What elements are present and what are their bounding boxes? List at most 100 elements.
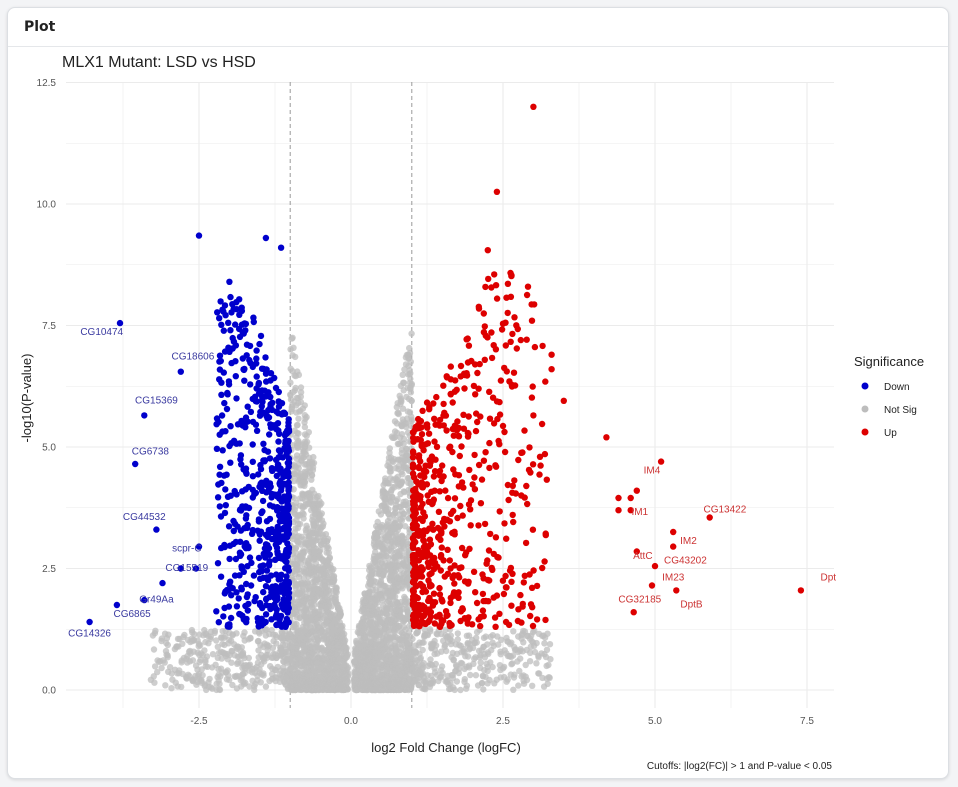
point-not-sig [328, 641, 335, 648]
point-down [224, 493, 232, 500]
point-up [493, 295, 501, 302]
point-not-sig [317, 611, 324, 618]
point-down [218, 479, 225, 487]
point-not-sig [366, 579, 373, 586]
point-not-sig [399, 605, 407, 613]
point-not-sig [395, 686, 403, 694]
point-not-sig [386, 634, 393, 641]
point-up [470, 382, 478, 390]
point-down [253, 427, 261, 434]
point-not-sig [331, 619, 338, 626]
point-not-sig [386, 468, 394, 475]
point-not-sig [394, 410, 401, 417]
point-not-sig [408, 413, 415, 420]
point-not-sig [277, 652, 285, 659]
point-not-sig [399, 416, 406, 423]
point-down [285, 619, 292, 626]
card-title: Plot [24, 19, 56, 35]
point-up [542, 378, 549, 385]
point-not-sig [235, 643, 242, 651]
point-down [282, 557, 289, 564]
point-up [517, 336, 524, 344]
point-not-sig [213, 637, 220, 644]
point-up [509, 482, 516, 489]
point-up [529, 461, 537, 468]
point-not-sig [375, 543, 383, 550]
point-down [249, 458, 256, 465]
point-not-sig [506, 652, 513, 660]
point-not-sig [481, 654, 489, 661]
point-not-sig [428, 643, 435, 650]
point-not-sig [330, 573, 337, 581]
point-up [527, 612, 534, 620]
point-not-sig [480, 643, 487, 650]
point-up [481, 323, 488, 330]
point-down [243, 523, 250, 531]
point-down [216, 358, 223, 365]
point-not-sig [369, 568, 376, 575]
point-down [218, 412, 226, 419]
point-not-sig [457, 686, 464, 694]
point-down [260, 550, 267, 558]
point-not-sig [188, 626, 196, 634]
point-up [505, 496, 512, 504]
point-up [471, 451, 478, 459]
point-up [436, 584, 443, 592]
point-down [268, 465, 276, 472]
point-not-sig [376, 685, 383, 693]
point-down [241, 377, 248, 384]
point-down [239, 612, 246, 619]
point-not-sig [385, 533, 392, 540]
point-up [449, 399, 456, 406]
point-up [509, 330, 516, 338]
point-down [220, 369, 227, 376]
point-down [255, 379, 263, 387]
point-not-sig [366, 620, 373, 627]
point-up [536, 453, 544, 460]
point-not-sig [196, 631, 203, 638]
point-down [275, 447, 283, 454]
point-not-sig [306, 494, 313, 501]
point-not-sig [255, 628, 262, 636]
point-not-sig [527, 643, 534, 650]
point-not-sig [315, 515, 322, 523]
point-down [274, 493, 281, 500]
point-down [246, 342, 254, 350]
point-down [285, 503, 292, 510]
point-not-sig [396, 523, 403, 530]
point-down [238, 307, 246, 315]
point-not-sig [360, 654, 367, 661]
point-not-sig [258, 651, 265, 659]
point-down [267, 424, 275, 431]
point-up [446, 557, 453, 564]
point-not-sig [150, 646, 158, 653]
point-not-sig [390, 542, 398, 550]
point-up [519, 603, 526, 610]
point-not-sig [417, 654, 424, 662]
point-down [237, 527, 245, 534]
point-not-sig [295, 520, 302, 528]
point-not-sig [404, 576, 411, 583]
point-up [425, 577, 432, 584]
point-not-sig [405, 371, 412, 378]
point-not-sig [202, 638, 209, 646]
point-not-sig [202, 656, 209, 664]
point-not-sig [420, 639, 427, 646]
point-down [268, 494, 275, 501]
point-down [226, 555, 233, 563]
point-not-sig [323, 569, 330, 577]
point-down [239, 488, 246, 495]
point-down [249, 473, 257, 480]
point-up [417, 458, 424, 465]
point-down [283, 530, 290, 537]
point-not-sig [300, 600, 307, 608]
point-not-sig [172, 679, 179, 686]
point-not-sig [343, 654, 350, 661]
point-not-sig [541, 640, 548, 647]
point-down [232, 321, 239, 328]
point-not-sig [286, 630, 294, 637]
point-not-sig [391, 665, 399, 672]
point-down [245, 543, 252, 550]
point-down [285, 493, 293, 500]
point-up [489, 566, 496, 573]
